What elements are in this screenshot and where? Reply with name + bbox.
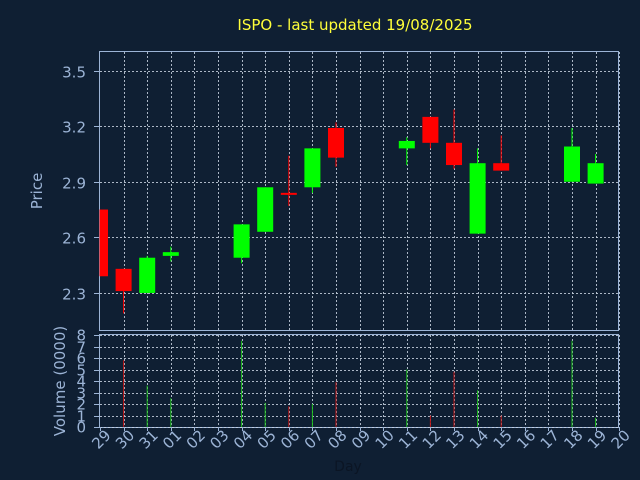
candle-body	[304, 148, 321, 188]
volume-bars	[123, 340, 597, 427]
xlabel-strip	[0, 456, 640, 480]
volume-tick-label: 7	[76, 339, 86, 357]
candle-body	[446, 142, 462, 166]
candle-body	[469, 163, 486, 234]
volume-tick-label: 5	[76, 362, 86, 380]
volume-axis-label: Volume (0000)	[51, 326, 69, 436]
candle-body	[564, 146, 580, 182]
price-tick-label: 3.5	[62, 64, 86, 82]
price-tick-label: 2.6	[62, 230, 86, 248]
candle-body	[587, 163, 604, 184]
candle-body	[328, 127, 344, 158]
candle-body	[398, 140, 415, 149]
x-axis-label: Day	[334, 459, 362, 475]
chart-title: ISPO - last updated 19/08/2025	[237, 16, 472, 34]
price-axis-label: Price	[28, 173, 46, 210]
candle-body	[280, 192, 297, 195]
volume-tick-label: 1	[76, 408, 86, 426]
price-tick-label: 2.9	[62, 175, 86, 193]
candle-body	[162, 252, 179, 256]
volume-tick-label: 4	[76, 373, 86, 391]
volume-tick-label: 8	[76, 327, 86, 345]
price-tick-label: 3.2	[62, 119, 86, 137]
volume-tick-label: 6	[76, 350, 86, 368]
candle-body	[233, 224, 250, 258]
price-plot-border	[99, 51, 619, 331]
volume-tick-label: 2	[76, 396, 86, 414]
volume-tick-label: 3	[76, 385, 86, 403]
volume-tick-label: 0	[76, 419, 86, 437]
candle-body	[115, 268, 132, 292]
price-y-ticks: 2.3 2.6 2.9 3.2 3.5	[62, 64, 100, 304]
candle-body	[422, 116, 439, 143]
candle-body	[493, 163, 510, 171]
candles	[99, 109, 604, 314]
price-tick-label: 2.3	[62, 286, 86, 304]
candle-body	[100, 209, 108, 277]
x-axis-ticks: 2930310102030405060708091011121314151617…	[88, 426, 633, 452]
candle-body	[139, 257, 156, 293]
candle-body	[257, 187, 274, 232]
price-panel: 2.3 2.6 2.9 3.2 3.5 Price	[28, 51, 620, 331]
